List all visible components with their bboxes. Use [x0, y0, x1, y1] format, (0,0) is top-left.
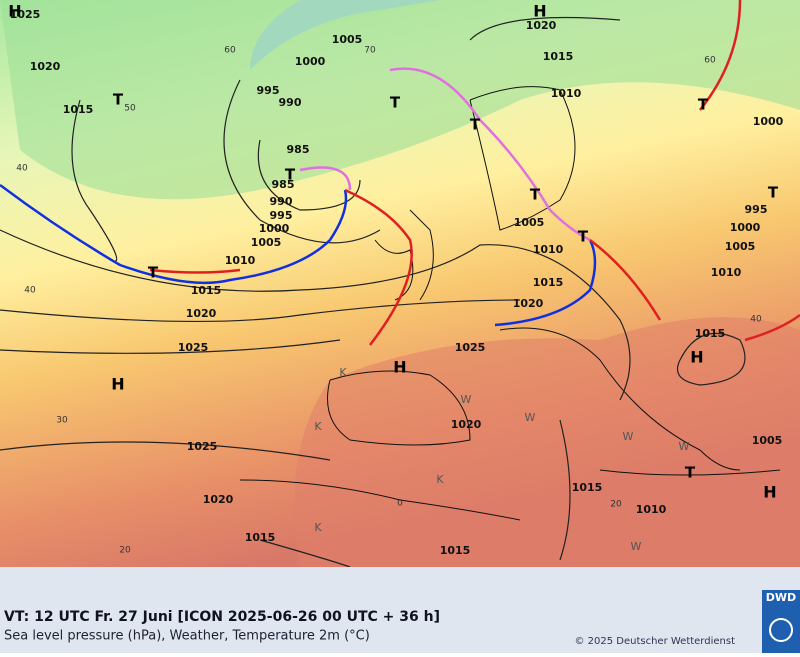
isobar-label: 1025 [187, 440, 218, 453]
logo-box [762, 590, 800, 653]
isobar-label: 1015 [533, 276, 564, 289]
isobar-label: 1005 [752, 434, 783, 447]
isobar-label: 1010 [711, 266, 742, 279]
isobar-label: 1000 [259, 222, 290, 235]
isobar-label: 1015 [191, 284, 222, 297]
weather-letter: K [314, 420, 322, 433]
isotherm-label: 60 [224, 46, 236, 56]
trough: T [285, 166, 296, 184]
trough: T [530, 186, 541, 204]
isobar-label: 995 [270, 209, 293, 222]
isobar-label: 990 [270, 195, 293, 208]
copyright: © 2025 Deutscher Wetterdienst [574, 636, 735, 647]
weather-letter: W [679, 440, 690, 453]
isobar-label: 985 [287, 143, 310, 156]
logo-icon [769, 618, 793, 642]
high-center: H [111, 375, 124, 394]
isobar-label: 1025 [455, 341, 486, 354]
high-center: H [690, 348, 703, 367]
weather-letter: K [339, 366, 347, 379]
high-center: H [763, 483, 776, 502]
trough: T [113, 91, 124, 109]
isobar-label: 1005 [514, 216, 545, 229]
high-center: H [8, 2, 21, 21]
trough: T [390, 94, 401, 112]
valid-time: VT: 12 UTC Fr. 27 Juni [ICON 2025-06-26 … [4, 609, 440, 625]
isobar-label: 1000 [753, 115, 784, 128]
coastlines [239, 86, 781, 521]
isotherm-label: 20 [610, 500, 622, 510]
isobar-label: 1015 [63, 103, 94, 116]
trough: T [768, 184, 779, 202]
trough: T [578, 228, 589, 246]
weather-letter: K [314, 521, 322, 534]
isobar-label: 1010 [225, 254, 256, 267]
isobar-label: 1005 [251, 236, 282, 249]
isobar-label: 1015 [572, 481, 603, 494]
trough: T [685, 464, 696, 482]
isobar-label: 1010 [636, 503, 667, 516]
isobar-label: 1025 [178, 341, 209, 354]
isotherm-label: 20 [119, 546, 131, 556]
high-center: H [533, 2, 546, 21]
isobar-label: 1005 [332, 33, 363, 46]
isotherm-label: 40 [16, 164, 28, 174]
weather-letter: W [461, 393, 472, 406]
isobar-label: 1015 [440, 544, 471, 557]
isotherm-label: 0 [397, 499, 403, 509]
isobar-label: 1020 [526, 19, 557, 32]
isobar-label: 995 [745, 203, 768, 216]
logo-text: DWD [766, 591, 796, 604]
weather-letter: W [623, 430, 634, 443]
isobar-label: 985 [272, 178, 295, 191]
description: Sea level pressure (hPa), Weather, Tempe… [4, 629, 370, 644]
isobar-label: 995 [257, 84, 280, 97]
trough: T [698, 96, 709, 114]
isotherm-label: 30 [56, 416, 68, 426]
cool-area [0, 0, 800, 200]
isobar-label: 1010 [551, 87, 582, 100]
isobar-label: 1020 [30, 60, 61, 73]
isobars [0, 16, 746, 568]
isotherm-label: 50 [124, 104, 136, 114]
isobar-label: 1010 [533, 243, 564, 256]
isobar-label: 1005 [725, 240, 756, 253]
isobar-label: 1025 [10, 8, 41, 21]
fronts [0, 0, 800, 346]
isobar-label: 1020 [203, 493, 234, 506]
isobar-label: 1020 [451, 418, 482, 431]
isotherm-label: 60 [704, 56, 716, 66]
footer-panel [0, 567, 800, 653]
isotherm-label: 70 [364, 46, 376, 56]
trough: T [470, 116, 481, 134]
high-center: H [393, 358, 406, 377]
isobar-label: 1015 [245, 531, 276, 544]
hot-area [294, 317, 800, 567]
isobar-label: 1020 [186, 307, 217, 320]
trough: T [148, 264, 159, 282]
weather-letter: K [436, 473, 444, 486]
isobar-label: 1015 [543, 50, 574, 63]
isobar-label: 1020 [513, 297, 544, 310]
isobar-label: 1015 [695, 327, 726, 340]
isobar-label: 1000 [295, 55, 326, 68]
weather-letter: W [525, 411, 536, 424]
weather-letter: W [631, 540, 642, 553]
isobar-label: 1000 [730, 221, 761, 234]
isobar-label: 990 [279, 96, 302, 109]
isotherm-label: 40 [24, 286, 36, 296]
isotherm-label: 40 [750, 315, 762, 325]
